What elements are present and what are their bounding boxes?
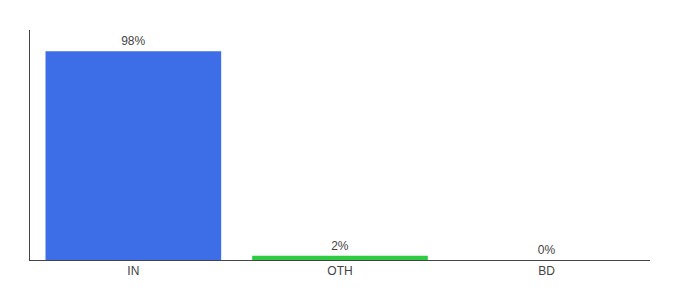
svg-text:IN: IN [127,264,139,278]
svg-text:98%: 98% [121,34,145,48]
svg-text:2%: 2% [331,239,349,253]
svg-text:BD: BD [538,264,555,278]
svg-text:0%: 0% [538,243,556,257]
svg-text:OTH: OTH [327,264,352,278]
